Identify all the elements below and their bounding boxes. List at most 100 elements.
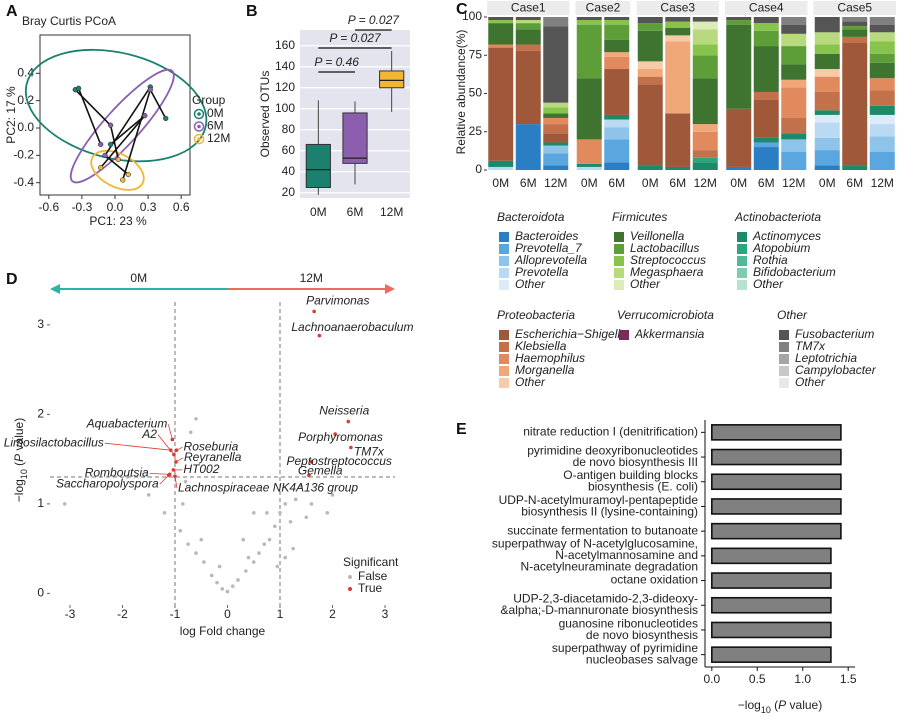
point: [194, 417, 198, 421]
x-tick-label: -3: [65, 607, 76, 621]
x-tick-label: 2: [329, 607, 336, 621]
point: [215, 580, 219, 585]
y-tick-label: nitrate reduction I (denitrification): [523, 425, 698, 439]
legend-swatch: [348, 575, 352, 579]
bar-segment: [781, 87, 807, 118]
y-tick-label: 140: [275, 59, 295, 73]
point-label: Lachnospiraceae NK4A136 group: [178, 480, 358, 494]
bar-segment: [869, 90, 895, 106]
bar-segment: [576, 163, 602, 167]
point: [168, 448, 173, 452]
point-label: Roseburia: [184, 439, 239, 453]
confidence-ellipse: [90, 149, 145, 191]
legend-label: Akkermansia: [634, 327, 705, 341]
bar-segment: [604, 20, 630, 25]
bar-segment: [814, 150, 840, 166]
bar-segment: [543, 102, 569, 108]
bar-segment: [842, 165, 868, 170]
legend-swatch: [614, 268, 624, 278]
x-tick-label: 0M: [642, 176, 659, 190]
point: [346, 419, 351, 424]
point: [125, 171, 131, 178]
bar-segment: [665, 17, 691, 22]
bar-segment: [814, 69, 840, 77]
legend-swatch: [499, 280, 509, 290]
x-tick-label: 0.0: [107, 200, 124, 214]
x-tick-label: -2: [117, 607, 128, 621]
legend-label: Escherichia−Shigella: [515, 327, 627, 341]
legend-swatch: [193, 133, 205, 145]
case-label: Case4: [749, 1, 784, 15]
x-tick-label: 0M: [310, 205, 327, 219]
y-tick-label: 60: [282, 143, 296, 157]
legend-label: Veillonella: [630, 229, 685, 243]
bar-segment: [604, 69, 630, 115]
y-tick-label: 25: [469, 124, 483, 138]
y-tick-label: octane oxidation: [611, 573, 698, 587]
bar-segment: [488, 47, 514, 161]
y-tick-label: O-antigen building blocks: [563, 468, 698, 482]
point-label: Peptostreptococcus: [287, 454, 392, 468]
point-label: Porphyromonas: [298, 430, 383, 444]
bar-segment: [781, 64, 807, 80]
confidence-ellipse: [69, 68, 175, 184]
point: [333, 432, 337, 436]
x-tick-label: 6M: [347, 205, 364, 219]
y-axis-title: Observed OTUs: [258, 71, 272, 158]
x-tick-label: 0.3: [140, 200, 157, 214]
point: [142, 113, 148, 119]
point: [209, 573, 214, 578]
bar-segment: [726, 17, 752, 21]
comparison-label: P = 0.46: [314, 55, 359, 69]
point: [163, 115, 169, 122]
point: [102, 152, 108, 158]
x-tick-label: 0M: [730, 176, 747, 190]
leader-line: [149, 472, 170, 475]
legend-label: 0M: [207, 106, 224, 120]
subject-link: [149, 89, 167, 119]
bar-segment: [781, 139, 807, 152]
panel-letter: C: [456, 1, 468, 18]
bar: [711, 448, 842, 466]
case-header: [575, 1, 631, 15]
legend-swatch: [499, 232, 509, 242]
legend-label: Prevotella_7: [515, 241, 583, 255]
y-tick-label: 3: [37, 317, 44, 331]
point: [183, 479, 188, 484]
legend-swatch: [779, 354, 789, 364]
legend-swatch: [779, 366, 789, 376]
y-tick-label: superpathway of N-acetylglucosamine,: [492, 537, 698, 551]
case-header: [487, 1, 570, 15]
bar-segment: [604, 162, 630, 170]
point: [75, 85, 82, 91]
bar-segment: [692, 150, 718, 158]
point: [275, 564, 280, 569]
legend-swatch: [779, 342, 789, 352]
bar-segment: [814, 32, 840, 45]
bar-segment: [488, 166, 514, 170]
x-tick-label: 0M: [819, 176, 836, 190]
arrow-label: 0M: [130, 271, 147, 285]
legend-swatch: [737, 232, 747, 242]
bar-segment: [842, 17, 868, 22]
bar-segment: [665, 166, 691, 170]
point-label: HT002: [183, 462, 219, 476]
bar-segment: [576, 17, 602, 21]
bar-segment: [692, 44, 718, 56]
bar-segment: [781, 33, 807, 47]
box: [342, 112, 368, 164]
bar-segment: [515, 23, 541, 30]
legend-swatch: [499, 268, 509, 278]
bar-segment: [753, 30, 779, 47]
x-tick-label: 0: [224, 607, 231, 621]
bar-segment: [753, 23, 779, 31]
point: [299, 484, 303, 488]
bar-segment: [869, 17, 895, 25]
point: [267, 537, 272, 542]
point: [107, 122, 114, 128]
point-label: TM7x: [354, 445, 385, 459]
subject-link: [100, 115, 146, 169]
point: [241, 537, 246, 542]
y-tick-label: 0.0: [17, 120, 34, 134]
bar-segment: [604, 39, 630, 53]
